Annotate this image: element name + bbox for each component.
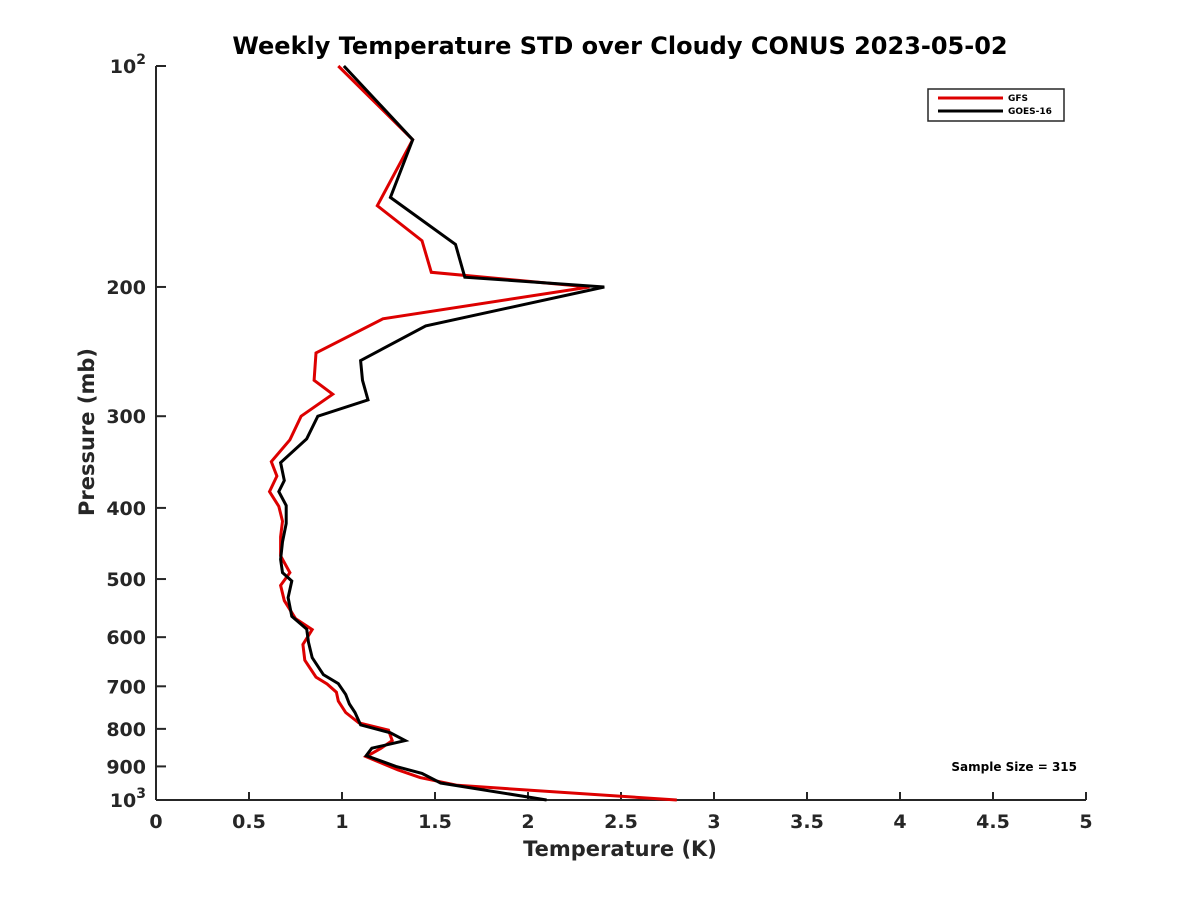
x-tick-label: 3.5 <box>790 811 824 833</box>
x-tick-label: 4 <box>893 811 906 833</box>
y-tick-label: 900 <box>106 756 146 778</box>
legend-label: GFS <box>1008 94 1028 104</box>
y-tick-label: 300 <box>106 406 146 428</box>
chart-title: Weekly Temperature STD over Cloudy CONUS… <box>232 32 1007 60</box>
series-line-goes-16 <box>277 64 605 802</box>
y-tick-label: 400 <box>106 498 146 520</box>
x-tick-label: 2.5 <box>604 811 638 833</box>
y-tick-label: 600 <box>106 627 146 649</box>
series-line-gfs <box>267 64 677 802</box>
y-tick-label: 700 <box>106 676 146 698</box>
x-tick-label: 3 <box>707 811 720 833</box>
legend-box <box>927 88 1065 122</box>
x-tick-label: 0.5 <box>232 811 266 833</box>
x-tick-label: 1 <box>335 811 348 833</box>
x-tick-label: 4.5 <box>976 811 1010 833</box>
x-tick-label: 5 <box>1079 811 1092 833</box>
y-tick-label: 800 <box>106 719 146 741</box>
x-axis-label: Temperature (K) <box>523 837 717 861</box>
y-tick-label: 200 <box>106 277 146 299</box>
y-tick-label: 103 <box>110 786 146 812</box>
series-layer <box>267 64 677 802</box>
x-tick-label: 0 <box>149 811 162 833</box>
legend: GFS GOES-16 <box>927 88 1065 122</box>
x-tick-label: 1.5 <box>418 811 452 833</box>
plot-axes: 0 0.5 1 1.5 2 2.5 3 3.5 4 4.5 5 102 200 300 400 500 600 7… <box>106 52 1092 833</box>
y-tick-label: 102 <box>110 52 146 78</box>
x-tick-label: 2 <box>521 811 534 833</box>
sample-size-annotation: Sample Size = 315 <box>951 760 1077 774</box>
legend-label: GOES-16 <box>1008 107 1052 117</box>
y-axis-label: Pressure (mb) <box>75 348 99 516</box>
y-tick-label: 500 <box>106 569 146 591</box>
